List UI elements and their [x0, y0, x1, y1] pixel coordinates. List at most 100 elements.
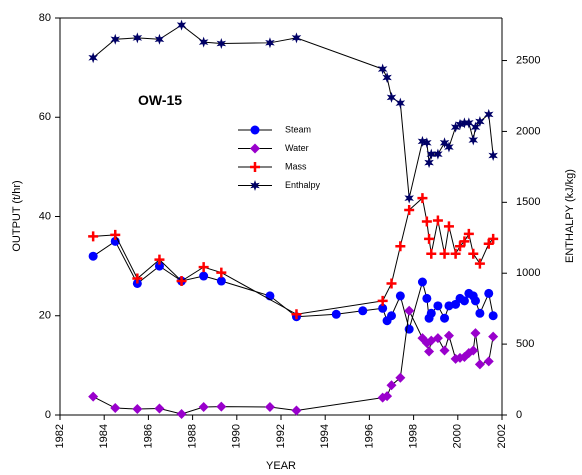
marker [216, 276, 226, 286]
marker [422, 137, 432, 149]
y2-tick-label: 1000 [516, 267, 540, 279]
x-tick-label: 1996 [363, 424, 375, 448]
marker [459, 236, 470, 247]
marker [250, 180, 260, 191]
marker [154, 261, 164, 271]
marker [404, 305, 415, 316]
marker [395, 97, 406, 109]
marker [470, 296, 480, 306]
x-tick-label: 1998 [408, 424, 420, 448]
marker [386, 91, 397, 103]
marker [450, 121, 461, 133]
marker [395, 291, 405, 301]
marker [440, 313, 450, 323]
marker [250, 143, 260, 154]
series-line [92, 309, 494, 415]
marker [377, 295, 388, 306]
marker [88, 231, 99, 242]
marker [470, 328, 481, 339]
marker [199, 271, 209, 281]
marker [443, 330, 454, 341]
marker [154, 403, 165, 414]
y2-tick-label: 2500 [516, 54, 540, 66]
marker [424, 157, 434, 169]
marker [417, 277, 427, 287]
marker [88, 391, 99, 402]
x-axis-label: YEAR [266, 460, 296, 472]
marker [404, 192, 414, 204]
marker [176, 276, 187, 287]
marker [488, 233, 499, 244]
marker [426, 308, 436, 318]
marker [468, 248, 479, 259]
marker [421, 216, 432, 227]
marker [432, 215, 443, 226]
marker [475, 308, 485, 318]
marker [417, 135, 428, 147]
marker [265, 37, 275, 49]
marker [439, 248, 450, 259]
marker [110, 403, 121, 414]
x-tick-label: 1984 [98, 424, 110, 448]
marker [176, 409, 187, 420]
marker [377, 63, 388, 75]
marker [450, 248, 461, 259]
chart-title: OW-15 [138, 92, 182, 108]
marker [216, 38, 227, 50]
marker [154, 254, 165, 265]
marker [470, 121, 481, 133]
y2-tick-label: 500 [516, 338, 534, 350]
marker [216, 401, 227, 412]
marker [459, 117, 470, 129]
marker [404, 205, 415, 216]
marker [250, 162, 260, 172]
marker [426, 248, 437, 259]
x-tick-label: 1986 [142, 424, 154, 448]
marker [488, 311, 498, 321]
marker [432, 333, 443, 344]
y-tick-label: 40 [39, 210, 51, 222]
marker [358, 306, 368, 316]
marker [433, 301, 443, 311]
x-tick-label: 1990 [231, 424, 243, 448]
marker [395, 241, 406, 252]
marker [110, 229, 121, 240]
marker [455, 118, 465, 130]
y2-tick-label: 0 [516, 409, 522, 421]
marker [488, 150, 498, 162]
y-tick-label: 60 [39, 111, 51, 123]
marker [387, 311, 396, 321]
marker [216, 267, 227, 278]
legend-label: Steam [285, 124, 311, 134]
x-tick-label: 1992 [275, 424, 287, 448]
marker [291, 309, 302, 320]
marker [291, 405, 302, 416]
marker [426, 148, 437, 160]
marker [331, 309, 341, 319]
marker [459, 296, 469, 306]
marker [464, 117, 474, 129]
marker [378, 303, 388, 313]
marker [475, 116, 485, 127]
legend-label: Enthalpy [285, 180, 321, 190]
marker [468, 345, 479, 356]
marker [176, 19, 187, 31]
y-axis-label: OUTPUT (t/hr) [11, 180, 23, 251]
x-tick-label: 2000 [452, 424, 464, 448]
marker [463, 228, 474, 239]
marker [88, 52, 98, 64]
marker [264, 402, 275, 413]
marker [439, 345, 450, 356]
marker [417, 193, 428, 204]
marker [484, 288, 494, 298]
marker [422, 293, 432, 303]
marker [433, 148, 443, 160]
series-line [93, 197, 494, 315]
marker [291, 32, 302, 44]
marker [198, 36, 209, 48]
marker [154, 33, 165, 45]
marker [444, 141, 454, 153]
y2-tick-label: 2000 [516, 125, 540, 137]
x-tick-label: 1988 [187, 424, 199, 448]
y2-tick-label: 1500 [516, 196, 540, 208]
